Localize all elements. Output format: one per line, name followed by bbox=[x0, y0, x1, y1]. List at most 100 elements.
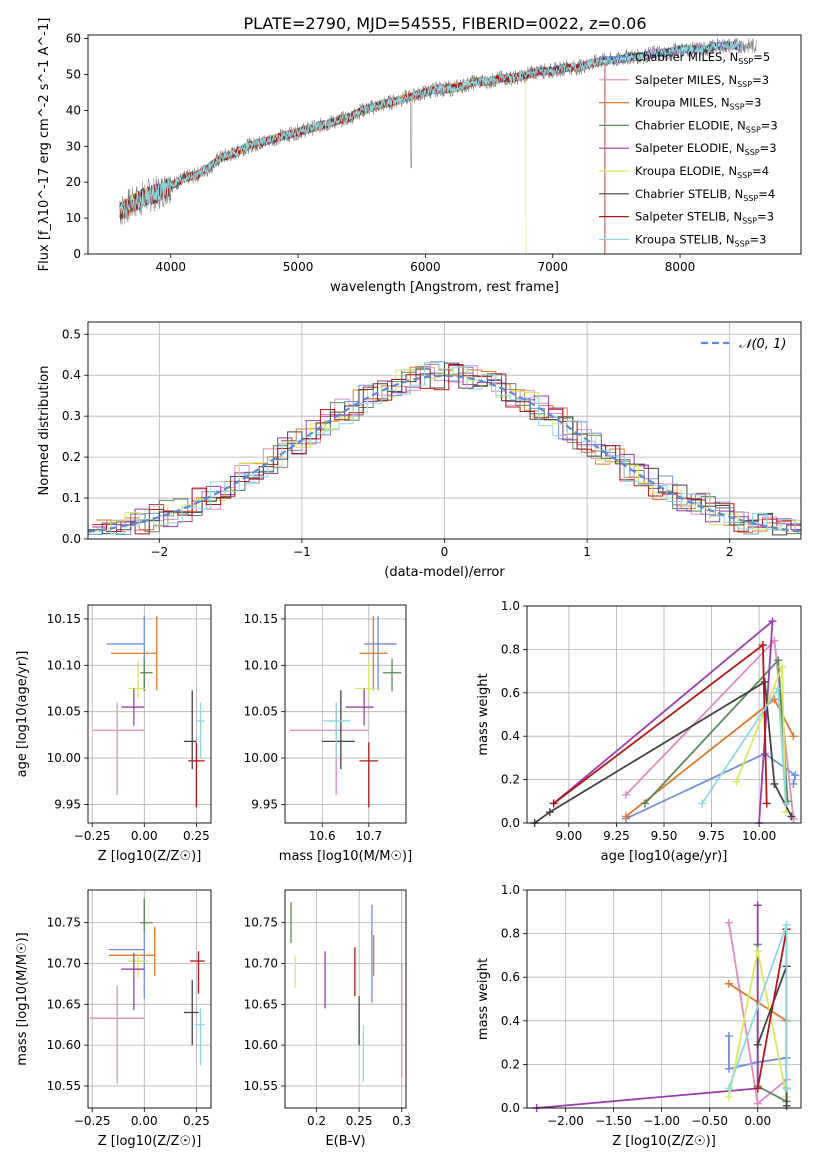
x-tick-label: 0.00 bbox=[131, 829, 158, 843]
errorbar-salpeter-miles bbox=[289, 702, 369, 796]
x-tick-label: 6000 bbox=[410, 260, 441, 274]
residual-histogram-axes: −2 −1 0 1 2 0.0 0.1 0.2 0.3 0.4 0.5 (data-model)/er… bbox=[37, 321, 802, 580]
x-tick-label: 0 bbox=[441, 545, 449, 559]
weight-marker bbox=[774, 656, 783, 665]
weight-marker bbox=[758, 641, 767, 650]
x-tick-label: 2 bbox=[726, 545, 734, 559]
weight-line bbox=[756, 965, 788, 1106]
errorbar-chabrier-stelib bbox=[322, 690, 355, 770]
x-tick-label: 0.25 bbox=[183, 1114, 210, 1128]
y-axis-label: mass [log10(M/M☉)] bbox=[15, 932, 30, 1065]
x-axis-label: age [log10(age/yr)] bbox=[601, 849, 728, 864]
errorbar-kroupa-stelib bbox=[322, 702, 351, 759]
weight-series-kroupa-stelib bbox=[724, 920, 791, 1093]
y-tick-label: 10.55 bbox=[244, 1079, 278, 1093]
y-tick-label: 10.75 bbox=[47, 916, 81, 930]
weight-marker bbox=[789, 779, 798, 788]
errorbar-chabrier-stelib bbox=[183, 690, 197, 770]
errorbar-kroupa-miles bbox=[108, 926, 156, 976]
spectrum-line-kroupa-miles bbox=[119, 56, 606, 254]
weight-marker bbox=[791, 771, 800, 780]
legend-label: Salpeter MILES, NSSP=3 bbox=[635, 73, 769, 89]
weight-series-salpeter-stelib bbox=[753, 925, 791, 1093]
weight-series-kroupa-miles bbox=[621, 695, 798, 821]
age-vs-mass-axes: 10.6 10.7 9.95 10.00 10.05 10.10 10.15 mass [lo… bbox=[244, 604, 412, 864]
weight-series-salpeter-stelib bbox=[549, 641, 771, 808]
y-tick-label: 10.65 bbox=[244, 997, 278, 1011]
axes-frame bbox=[87, 604, 212, 824]
errorbar-salpeter-elodie bbox=[121, 688, 145, 726]
legend-subscript: SSP bbox=[742, 217, 757, 226]
spectrum-line-kroupa-elodie bbox=[119, 71, 527, 254]
spectrum-axes: 4000 5000 6000 7000 8000 0 10 20 30 40 50 60 wavelen… bbox=[37, 18, 802, 295]
y-tick-label: 0.0 bbox=[501, 816, 520, 830]
y-tick-label: 10.00 bbox=[47, 751, 81, 765]
x-tick-label: 7000 bbox=[537, 260, 568, 274]
y-tick-label: 1.0 bbox=[501, 883, 520, 897]
legend-count: =3 bbox=[757, 210, 774, 224]
histogram-chabrier-stelib bbox=[88, 362, 801, 536]
y-tick-label: 0.1 bbox=[62, 491, 81, 505]
weight-marker bbox=[724, 1064, 733, 1073]
axes-frame bbox=[526, 605, 802, 824]
age-vs-Z-axes: −0.25 0.00 0.25 9.95 10.00 10.05 10.10 10.15 Z [… bbox=[15, 604, 212, 864]
weight-marker bbox=[621, 812, 630, 821]
x-axis-label: Z [log10(Z/Z☉)] bbox=[98, 849, 202, 864]
y-tick-label: 10.05 bbox=[47, 705, 81, 719]
weight-marker bbox=[753, 901, 762, 910]
legend-count: =4 bbox=[752, 164, 769, 178]
weight-series-chabrier-stelib bbox=[530, 677, 796, 827]
weight-marker bbox=[782, 1084, 791, 1093]
weight-marker bbox=[724, 979, 733, 988]
normal-curve bbox=[88, 374, 801, 533]
axes-frame bbox=[284, 889, 407, 1109]
figure-title: PLATE=2790, MJD=54555, FIBERID=0022, z=0… bbox=[243, 14, 646, 33]
x-axis-label: Z [log10(Z/Z☉)] bbox=[98, 1134, 202, 1149]
x-tick-label: 9.50 bbox=[651, 829, 678, 843]
y-tick-label: 10.00 bbox=[244, 751, 278, 765]
axes-frame bbox=[87, 321, 802, 540]
x-tick-label: 10.00 bbox=[742, 829, 776, 843]
legend-subscript: SSP bbox=[745, 148, 760, 157]
x-tick-label: 8000 bbox=[665, 260, 696, 274]
spectrum-line-salpeter-stelib bbox=[119, 56, 606, 254]
weight-marker bbox=[732, 777, 741, 786]
errorbars bbox=[92, 616, 205, 808]
x-tick-label: −0.25 bbox=[74, 829, 111, 843]
x-tick-label: 5000 bbox=[283, 260, 314, 274]
y-tick-label: 10.70 bbox=[47, 956, 81, 970]
errorbar-chabrier-miles bbox=[108, 900, 145, 999]
spectrum-lines bbox=[119, 37, 757, 254]
legend-subscript: SSP bbox=[743, 194, 758, 203]
weight-marker bbox=[774, 684, 783, 693]
weight-line bbox=[625, 752, 797, 820]
x-tick-label: −1.50 bbox=[595, 1114, 632, 1128]
panels: 4000 5000 6000 7000 80000102030405060wavelen… bbox=[15, 18, 802, 1149]
mass-vs-Z-axes: −0.25 0.00 0.25 10.55 10.60 10.65 10.70 10.75 Z … bbox=[15, 889, 212, 1149]
y-axis-label: mass weight bbox=[476, 673, 491, 755]
y-tick-label: 0.4 bbox=[62, 368, 81, 382]
legend-label: Kroupa ELODIE, NSSP=4 bbox=[635, 164, 769, 180]
x-axis-label: Z [log10(Z/Z☉)] bbox=[612, 1134, 716, 1149]
y-tick-label: 0.5 bbox=[62, 327, 81, 341]
y-tick-label: 10.60 bbox=[47, 1038, 81, 1052]
weight-series-kroupa-elodie bbox=[732, 662, 790, 817]
weight-series-kroupa-stelib bbox=[698, 684, 790, 808]
y-axis-label: mass weight bbox=[476, 958, 491, 1040]
errorbar-salpeter-miles bbox=[90, 985, 145, 1084]
y-tick-label: 9.95 bbox=[54, 797, 81, 811]
y-tick-label: 0.8 bbox=[501, 927, 520, 941]
histogram-kroupa-stelib bbox=[96, 362, 801, 534]
axes-frame bbox=[87, 34, 802, 255]
weight-marker bbox=[753, 1040, 762, 1049]
legend-label: Chabrier STELIB, NSSP=4 bbox=[635, 187, 775, 203]
errorbar-kroupa-stelib bbox=[196, 702, 205, 759]
errorbar-kroupa-miles bbox=[359, 616, 388, 691]
weight-line bbox=[553, 619, 774, 824]
y-tick-label: 10.70 bbox=[244, 956, 278, 970]
x-axis-label: E(B-V) bbox=[325, 1134, 365, 1149]
legend-count: =3 bbox=[752, 73, 769, 87]
x-tick-label: −1.00 bbox=[643, 1114, 680, 1128]
x-tick-label: −0.50 bbox=[691, 1114, 728, 1128]
